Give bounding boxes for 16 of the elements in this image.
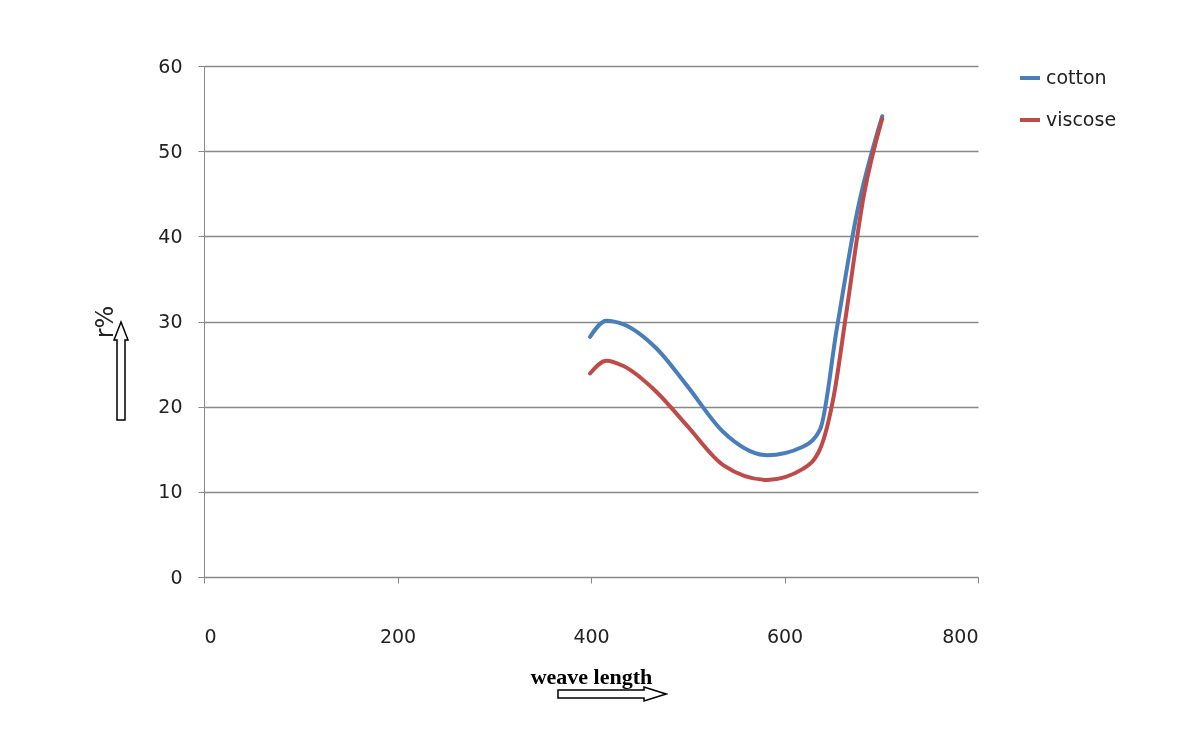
x-tick-label: 400 <box>573 624 610 647</box>
y-tick-label: 30 <box>158 310 183 332</box>
y-tick-label: 20 <box>158 395 183 418</box>
x-axis-title: weave length <box>530 663 653 689</box>
y-tick-label: 10 <box>158 480 183 503</box>
y-axis-title: r% <box>91 305 120 339</box>
y-tick-label: 60 <box>158 54 183 77</box>
x-tick-label: 800 <box>942 624 979 647</box>
y-tick-label: 40 <box>158 224 183 247</box>
y-tick-label: 0 <box>170 565 183 588</box>
x-tick-label: 600 <box>766 624 804 647</box>
x-tick-label: 200 <box>379 624 417 647</box>
legend-label: viscose <box>1046 108 1117 130</box>
legend-label: cotton <box>1046 66 1107 88</box>
x-tick-label: 0 <box>204 624 217 647</box>
y-tick-label: 50 <box>158 139 183 162</box>
